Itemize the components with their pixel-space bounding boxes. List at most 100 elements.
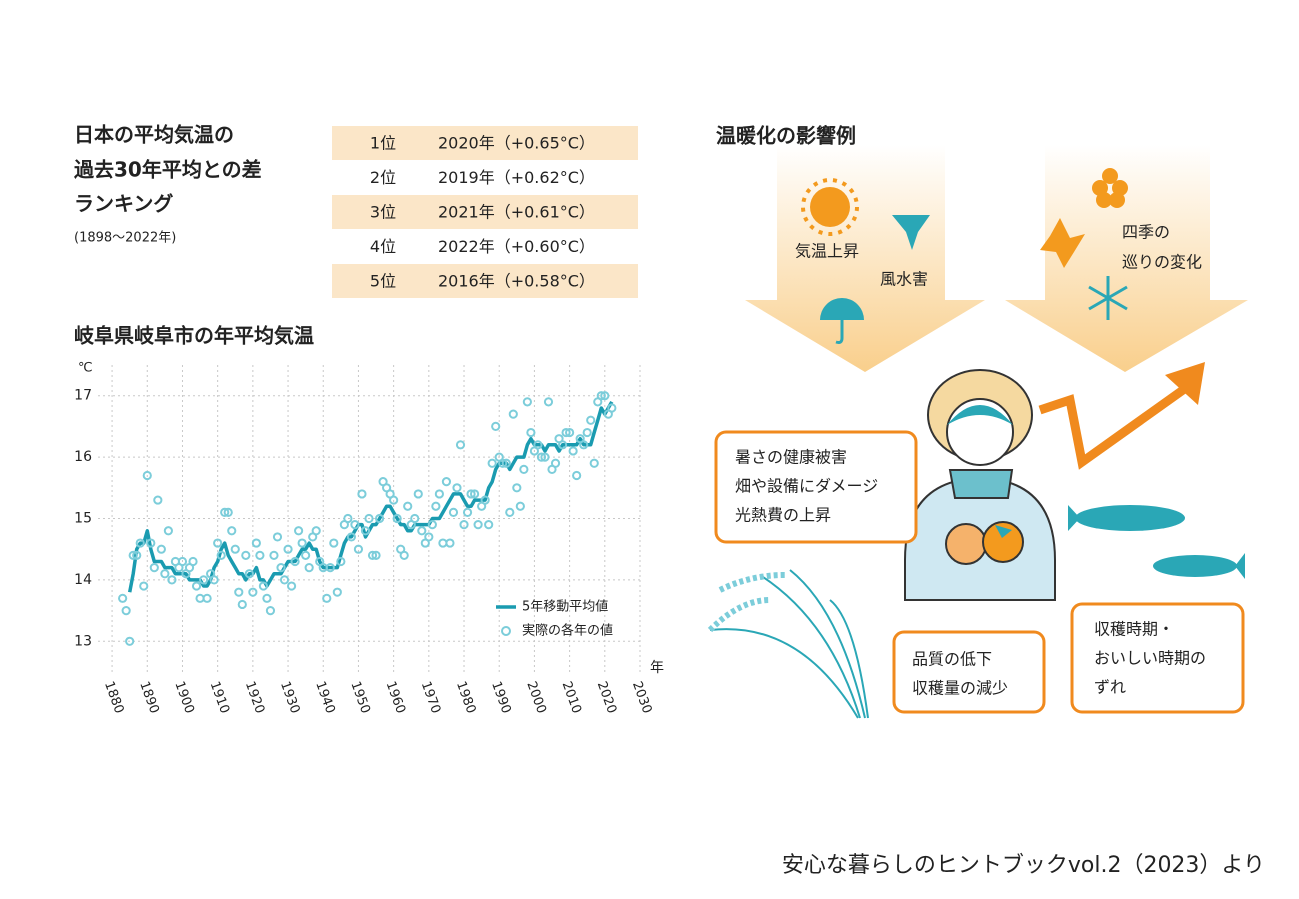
data-point <box>163 526 173 536</box>
data-point <box>329 538 339 548</box>
arrow-down <box>1005 145 1248 372</box>
data-point <box>132 550 142 560</box>
data-point <box>188 556 198 567</box>
x-tick-label: 1890 <box>136 679 161 715</box>
ranking-period: (1898〜2022年) <box>74 231 176 246</box>
data-point <box>600 391 610 401</box>
legend-marker <box>501 626 511 636</box>
data-point <box>403 501 413 511</box>
y-unit: ℃ <box>78 361 93 376</box>
x-tick-label: 1900 <box>171 679 196 715</box>
data-point <box>582 427 592 438</box>
data-point <box>223 507 233 517</box>
x-tick-label: 1920 <box>242 679 267 715</box>
data-point <box>146 538 156 548</box>
data-point <box>448 507 459 517</box>
data-point <box>272 532 283 542</box>
data-point <box>508 409 518 419</box>
data-point <box>336 556 346 567</box>
data-point <box>177 556 188 567</box>
label-seasons: 四季の <box>1122 223 1170 242</box>
fish <box>1068 505 1245 579</box>
data-point <box>265 606 276 616</box>
data-point <box>596 391 606 401</box>
chart-title: 岐阜県岐阜市の年平均気温 <box>74 324 314 348</box>
data-point <box>255 550 265 560</box>
label-seasons: 巡りの変化 <box>1122 253 1202 272</box>
data-point <box>557 440 568 450</box>
rank: 3位 <box>370 203 396 222</box>
data-point <box>392 513 402 524</box>
data-point <box>262 593 272 603</box>
y-tick-label: 15 <box>74 511 92 527</box>
x-tick-label: 1980 <box>453 679 478 715</box>
data-point <box>466 489 476 499</box>
data-point <box>153 495 163 505</box>
data-point <box>121 606 131 616</box>
data-point <box>364 513 374 524</box>
data-point <box>505 507 515 517</box>
impact-box <box>714 430 918 544</box>
data-point <box>515 501 525 511</box>
arrow-down <box>745 145 985 372</box>
data-point <box>350 520 360 530</box>
ranking-title: 過去30年平均との差 <box>74 158 262 182</box>
data-point <box>294 526 304 536</box>
rank-year: 2022年（+0.60°C） <box>438 237 595 256</box>
x-tick-label: 1910 <box>207 679 232 715</box>
data-point <box>540 452 550 462</box>
data-point <box>258 581 269 591</box>
data-point <box>279 575 290 585</box>
rice <box>707 569 869 719</box>
data-point <box>332 587 342 597</box>
impact-text: ずれ <box>1094 678 1126 697</box>
data-point <box>227 526 237 536</box>
data-point <box>522 397 532 407</box>
data-point <box>579 440 589 450</box>
data-point <box>469 489 480 499</box>
data-point <box>526 427 536 438</box>
x-tick-label: 1960 <box>383 679 408 715</box>
data-point <box>237 599 247 610</box>
data-point <box>572 470 582 481</box>
data-point <box>417 526 427 536</box>
data-point <box>353 544 364 554</box>
person <box>904 369 1056 601</box>
sun-icon <box>801 178 859 236</box>
data-point <box>304 563 314 573</box>
data-point <box>371 550 381 560</box>
data-point <box>431 501 441 511</box>
rank-year: 2019年（+0.62°C） <box>438 168 595 187</box>
tornado-icon <box>892 215 930 250</box>
data-point <box>248 587 258 597</box>
flower-icon <box>1092 168 1128 208</box>
data-point <box>568 446 578 456</box>
data-point <box>251 538 261 548</box>
impact-box <box>892 630 1046 714</box>
data-point <box>512 483 522 493</box>
data-point <box>283 544 293 554</box>
snow-icon <box>1088 276 1128 320</box>
data-point <box>220 507 230 517</box>
y-tick-label: 14 <box>74 572 92 588</box>
data-point <box>410 513 420 524</box>
data-point <box>213 538 223 548</box>
data-point <box>322 593 332 603</box>
data-point <box>484 520 494 530</box>
data-point <box>167 575 177 585</box>
row-bg <box>332 126 638 160</box>
data-point <box>445 538 455 548</box>
data-point <box>536 452 547 462</box>
data-point <box>241 550 251 560</box>
data-point <box>607 403 617 413</box>
row-bg <box>332 264 638 298</box>
x-tick-label: 1930 <box>277 679 302 715</box>
data-point <box>234 587 244 597</box>
data-point <box>473 520 483 530</box>
data-point <box>424 532 434 542</box>
data-point <box>480 495 490 505</box>
data-point <box>191 581 202 591</box>
ranking-title: 日本の平均気温の <box>74 123 234 147</box>
source: 安心な暮らしのヒントブックvol.2（2023）より <box>782 853 1265 878</box>
